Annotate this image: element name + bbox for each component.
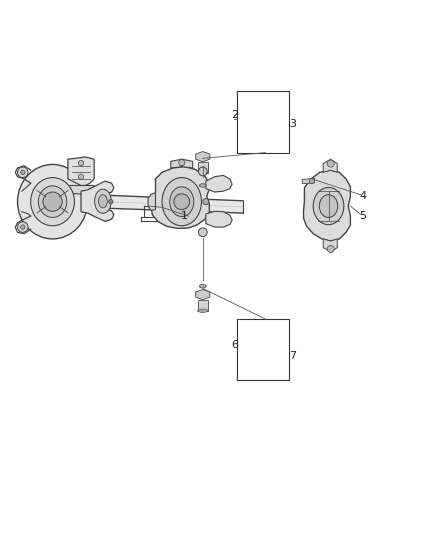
Polygon shape bbox=[256, 329, 275, 345]
Ellipse shape bbox=[31, 177, 74, 226]
Circle shape bbox=[78, 160, 84, 166]
Polygon shape bbox=[302, 179, 314, 184]
Circle shape bbox=[179, 159, 185, 166]
Circle shape bbox=[43, 192, 62, 211]
Circle shape bbox=[198, 167, 207, 176]
Text: 6: 6 bbox=[231, 341, 238, 350]
Bar bbox=[258, 117, 272, 134]
Polygon shape bbox=[68, 157, 94, 185]
Polygon shape bbox=[68, 185, 94, 194]
Polygon shape bbox=[148, 193, 155, 211]
Polygon shape bbox=[304, 170, 350, 241]
Polygon shape bbox=[171, 159, 193, 168]
Polygon shape bbox=[256, 101, 275, 117]
Ellipse shape bbox=[95, 189, 111, 213]
Bar bbox=[198, 300, 208, 311]
Polygon shape bbox=[81, 194, 243, 213]
Ellipse shape bbox=[99, 195, 107, 208]
Text: 1: 1 bbox=[180, 211, 187, 221]
Circle shape bbox=[174, 194, 190, 209]
Polygon shape bbox=[151, 167, 209, 229]
Circle shape bbox=[198, 228, 207, 237]
Text: 3: 3 bbox=[289, 119, 296, 129]
Polygon shape bbox=[323, 159, 337, 172]
Bar bbox=[258, 345, 272, 361]
Ellipse shape bbox=[313, 188, 344, 225]
Ellipse shape bbox=[170, 187, 194, 216]
Ellipse shape bbox=[199, 285, 206, 288]
Ellipse shape bbox=[199, 184, 206, 187]
Ellipse shape bbox=[319, 195, 338, 217]
Polygon shape bbox=[196, 289, 210, 300]
Polygon shape bbox=[81, 181, 114, 221]
Circle shape bbox=[78, 174, 84, 179]
Ellipse shape bbox=[38, 186, 67, 217]
Circle shape bbox=[21, 225, 25, 229]
Circle shape bbox=[327, 160, 334, 167]
Ellipse shape bbox=[258, 359, 273, 364]
Circle shape bbox=[109, 199, 113, 204]
Circle shape bbox=[18, 167, 28, 177]
Circle shape bbox=[18, 222, 28, 232]
Circle shape bbox=[203, 199, 209, 205]
Ellipse shape bbox=[18, 165, 88, 239]
Ellipse shape bbox=[258, 132, 273, 136]
Circle shape bbox=[21, 170, 25, 174]
Circle shape bbox=[327, 246, 334, 253]
Text: 4: 4 bbox=[359, 191, 366, 201]
Polygon shape bbox=[323, 239, 337, 252]
Circle shape bbox=[309, 179, 314, 184]
Text: 7: 7 bbox=[289, 351, 296, 361]
Text: 5: 5 bbox=[359, 211, 366, 221]
Bar bbox=[237, 319, 289, 381]
Bar bbox=[198, 162, 208, 173]
Text: 2: 2 bbox=[231, 110, 238, 120]
Ellipse shape bbox=[198, 309, 208, 312]
Ellipse shape bbox=[162, 177, 201, 226]
Bar bbox=[237, 91, 289, 152]
Polygon shape bbox=[206, 211, 232, 227]
Polygon shape bbox=[206, 175, 232, 192]
Ellipse shape bbox=[198, 171, 208, 174]
Polygon shape bbox=[196, 151, 210, 162]
